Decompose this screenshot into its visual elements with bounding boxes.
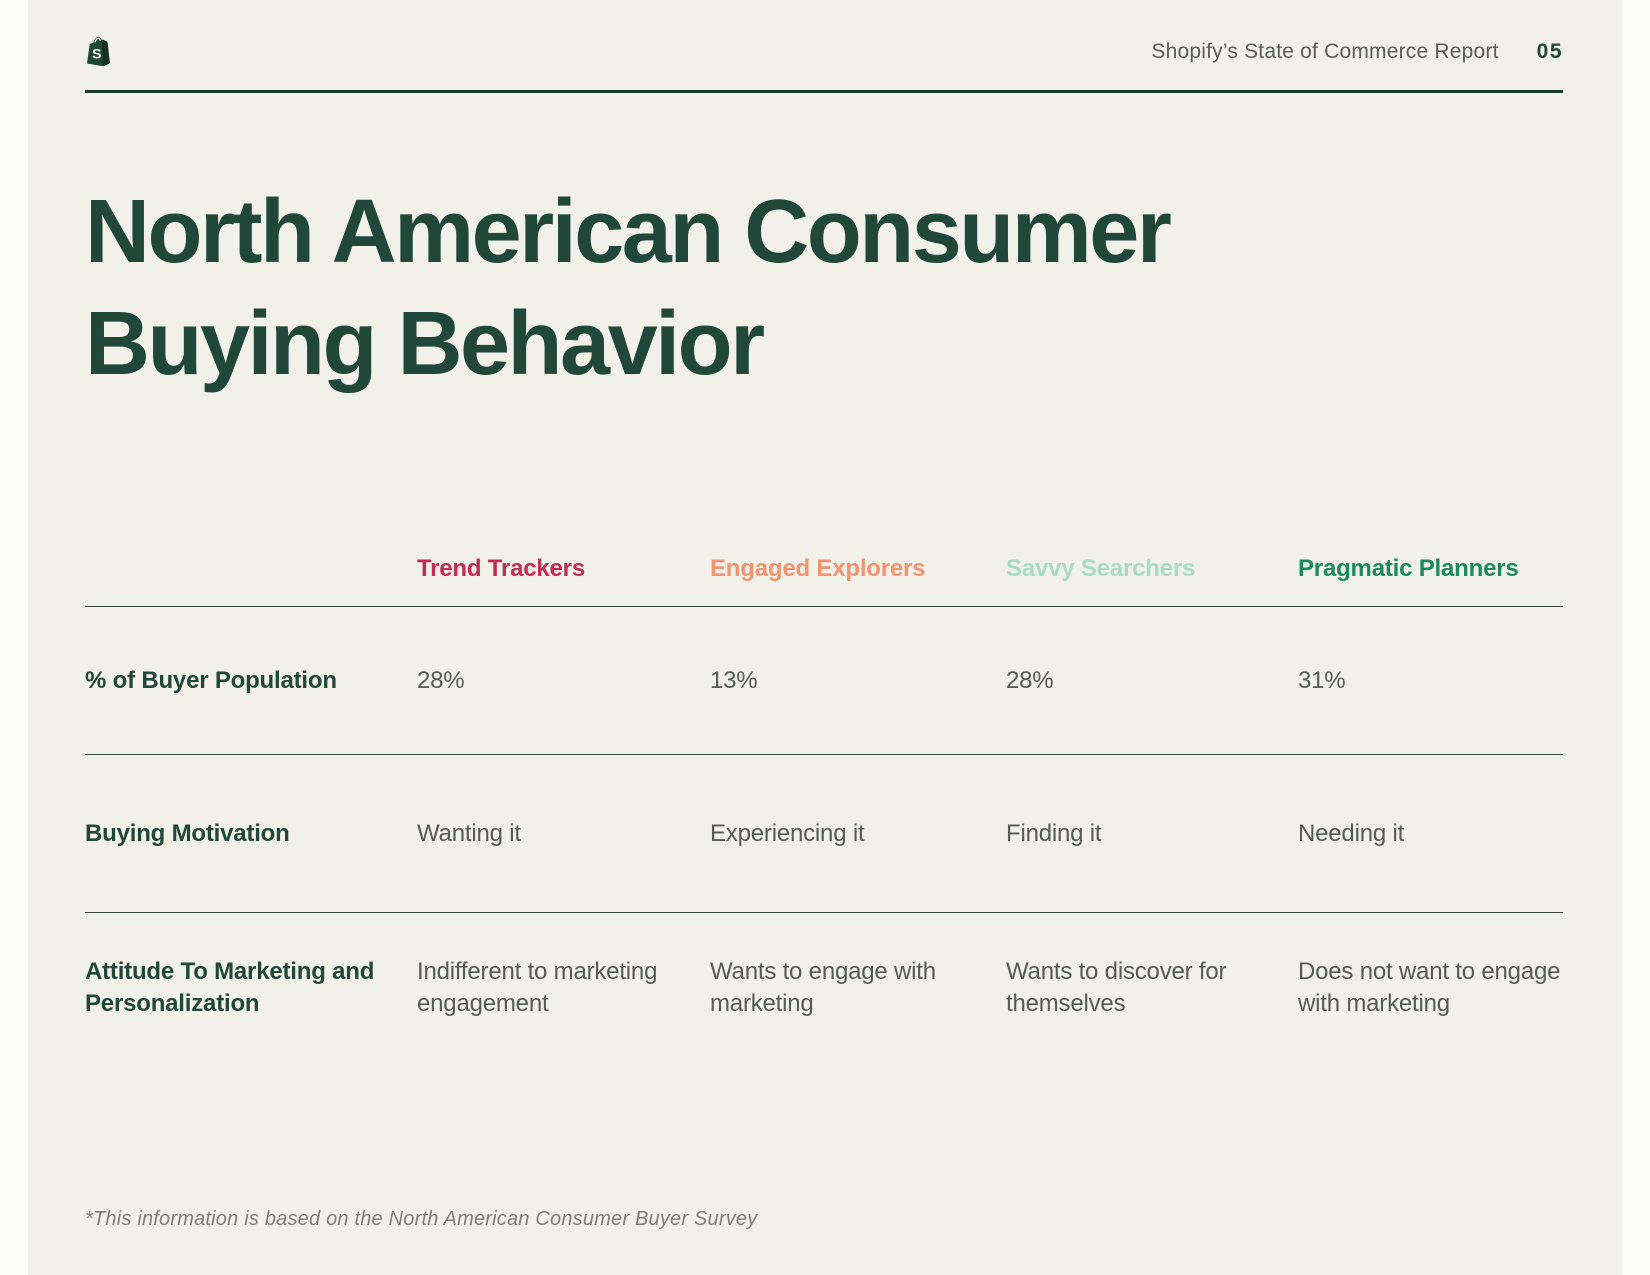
table-cell: Wants to discover for themselves <box>1006 957 1227 1017</box>
table-header-row: Trend Trackers Engaged Explorers Savvy S… <box>85 540 1563 606</box>
header-rule <box>85 90 1563 93</box>
column-header-engaged-explorers: Engaged Explorers <box>710 555 926 582</box>
shopify-logo: S <box>85 36 112 67</box>
table-cell: 31% <box>1298 666 1346 694</box>
table-row-buyer-population: % of Buyer Population 28% 13% 28% 31% <box>85 606 1563 754</box>
table-row-buying-motivation: Buying Motivation Wanting it Experiencin… <box>85 754 1563 912</box>
table-cell: Indifferent to marketing engagement <box>417 957 658 1017</box>
table-row-attitude-to-marketing: Attitude To Marketing and Personalizatio… <box>85 912 1563 1062</box>
table-cell: Finding it <box>1006 819 1102 847</box>
top-bar-right: Shopify’s State of Commerce Report 05 <box>1151 40 1563 64</box>
column-header-trend-trackers: Trend Trackers <box>417 555 585 582</box>
table-cell: 28% <box>1006 666 1054 694</box>
table-cell: Does not want to engage with marketing <box>1298 957 1561 1017</box>
slide-canvas: S Shopify’s State of Commerce Report 05 … <box>28 0 1622 1275</box>
table-cell: Wants to engage with marketing <box>710 957 936 1017</box>
shopify-bag-icon: S <box>87 36 110 67</box>
title-line-1: North American Consumer <box>85 182 1172 282</box>
column-header-pragmatic-planners: Pragmatic Planners <box>1298 555 1519 582</box>
svg-text:S: S <box>92 46 101 62</box>
buyer-segments-table: Trend Trackers Engaged Explorers Savvy S… <box>85 540 1563 1062</box>
table-cell: 13% <box>710 666 758 694</box>
row-label: Attitude To Marketing and Personalizatio… <box>85 957 375 1017</box>
table-cell: Wanting it <box>417 819 521 847</box>
column-header-savvy-searchers: Savvy Searchers <box>1006 555 1196 582</box>
top-bar: S Shopify’s State of Commerce Report 05 <box>85 36 1563 67</box>
table-cell: 28% <box>417 666 465 694</box>
row-label: % of Buyer Population <box>85 666 337 694</box>
row-label: Buying Motivation <box>85 819 290 847</box>
table-cell: Experiencing it <box>710 819 865 847</box>
report-title: Shopify’s State of Commerce Report <box>1151 39 1499 63</box>
table-cell: Needing it <box>1298 819 1405 847</box>
title-line-2: Buying Behavior <box>85 294 765 394</box>
page-number: 05 <box>1536 39 1563 63</box>
page-content: S Shopify’s State of Commerce Report 05 … <box>85 0 1563 1275</box>
page-title: North American Consumer Buying Behavior <box>85 176 1172 400</box>
footnote: *This information is based on the North … <box>85 1208 758 1230</box>
